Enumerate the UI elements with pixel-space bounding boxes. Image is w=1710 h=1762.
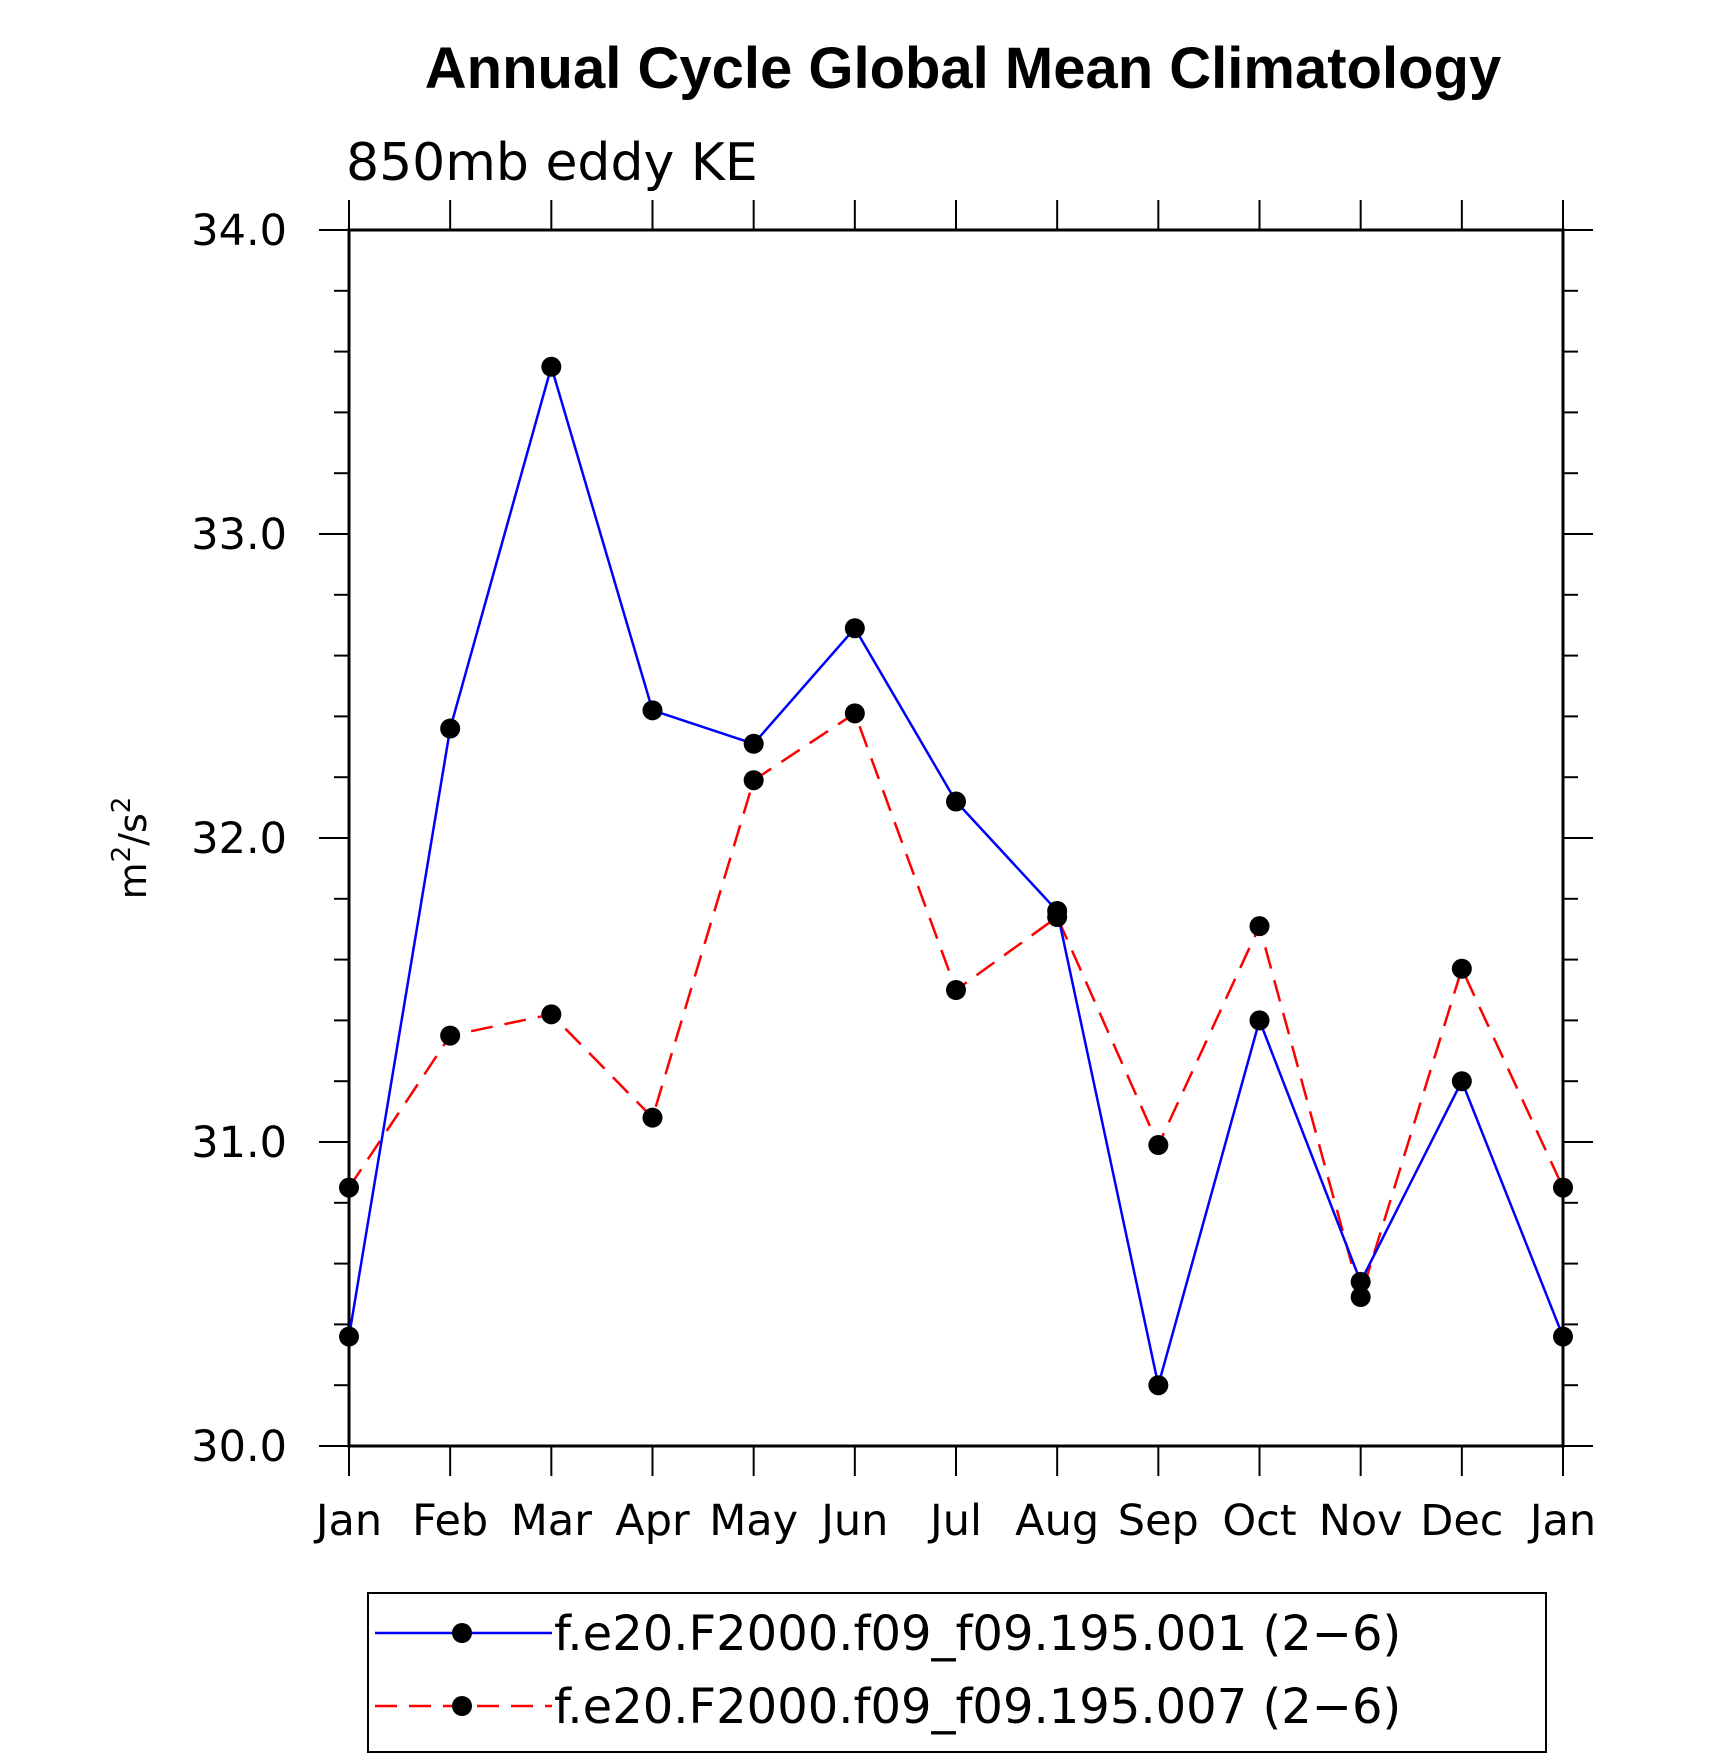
data-point-series-2 <box>440 1025 461 1046</box>
y-tick-labels: 30.0 31.0 32.0 33.0 34.0 <box>191 206 287 1472</box>
data-point-series-2 <box>946 980 966 1000</box>
x-tick-label: Sep <box>1118 1496 1199 1546</box>
series-layer <box>347 362 1565 1386</box>
x-tick-label: Jul <box>927 1496 982 1546</box>
y-tick-label: 34.0 <box>191 206 287 256</box>
y-axis-label-sep: /s <box>111 813 155 846</box>
data-point-series-1 <box>1350 1271 1371 1292</box>
marker-layer <box>339 356 1573 1396</box>
legend-marker-2 <box>452 1696 472 1716</box>
data-point-series-1 <box>844 618 865 639</box>
chart-subtitle: 850mb eddy KE <box>346 133 758 193</box>
x-tick-label: Jan <box>313 1496 382 1546</box>
legend: f.e20.F2000.f09_f09.195.001 (2−6) f.e20.F… <box>367 1592 1547 1753</box>
y-tick-label: 33.0 <box>191 510 287 560</box>
series-line-1 <box>347 362 1565 1386</box>
data-point-series-1 <box>743 733 764 754</box>
legend-marker-1 <box>452 1623 472 1643</box>
plot-frame <box>347 228 1565 1448</box>
x-tick-label: May <box>709 1496 798 1546</box>
data-point-series-2 <box>339 1177 359 1198</box>
y-axis-ticks <box>319 229 1593 1447</box>
x-tick-labels: Jan Feb Mar Apr May Jun Jul Aug Sep Oct Nov Dec Jan <box>313 1496 1596 1546</box>
x-tick-label: Feb <box>412 1496 488 1546</box>
data-point-series-1 <box>1249 1010 1270 1031</box>
x-tick-label: Oct <box>1222 1496 1296 1546</box>
data-point-series-2 <box>1249 916 1270 937</box>
plot-border <box>347 228 1565 1448</box>
y-tick-label: 32.0 <box>191 814 287 864</box>
data-point-series-1 <box>1148 1375 1169 1396</box>
y-tick-label: 30.0 <box>191 1422 287 1472</box>
data-point-series-2 <box>844 703 865 724</box>
x-axis-ticks <box>348 200 1564 1476</box>
legend-label-1: f.e20.F2000.f09_f09.195.001 (2−6) <box>554 1606 1401 1662</box>
x-tick-label: Jan <box>1527 1496 1596 1546</box>
x-tick-label: Apr <box>615 1496 690 1546</box>
y-axis-label: m2/s2 <box>107 797 155 900</box>
legend-label-2: f.e20.F2000.f09_f09.195.007 (2−6) <box>554 1679 1401 1735</box>
x-tick-label: Jun <box>818 1496 888 1546</box>
data-point-series-2 <box>1047 907 1068 928</box>
data-point-series-1 <box>541 356 562 377</box>
y-axis-label-exp2: 2 <box>107 797 137 814</box>
data-point-series-1 <box>1451 1071 1472 1092</box>
data-point-series-2 <box>743 770 764 791</box>
data-point-series-2 <box>1553 1177 1573 1198</box>
data-point-series-1 <box>946 791 966 812</box>
legend-box <box>367 1592 1547 1753</box>
data-point-series-2 <box>1148 1135 1169 1156</box>
x-tick-label: Dec <box>1420 1496 1503 1546</box>
y-axis-label-base: m <box>111 862 155 899</box>
data-point-series-2 <box>1350 1287 1371 1308</box>
chart-title: Annual Cycle Global Mean Climatology <box>425 36 1501 101</box>
x-tick-label: Aug <box>1015 1496 1099 1546</box>
data-point-series-2 <box>541 1004 562 1025</box>
x-tick-label: Nov <box>1319 1496 1403 1546</box>
data-point-series-2 <box>642 1107 663 1128</box>
y-tick-label: 31.0 <box>191 1118 287 1168</box>
y-axis-label-exp: 2 <box>107 846 137 863</box>
data-point-series-1 <box>1553 1326 1573 1347</box>
data-point-series-1 <box>440 718 461 739</box>
x-tick-label: Mar <box>511 1496 592 1546</box>
data-point-series-2 <box>1451 958 1472 979</box>
data-point-series-1 <box>339 1326 359 1347</box>
data-point-series-1 <box>642 700 663 721</box>
